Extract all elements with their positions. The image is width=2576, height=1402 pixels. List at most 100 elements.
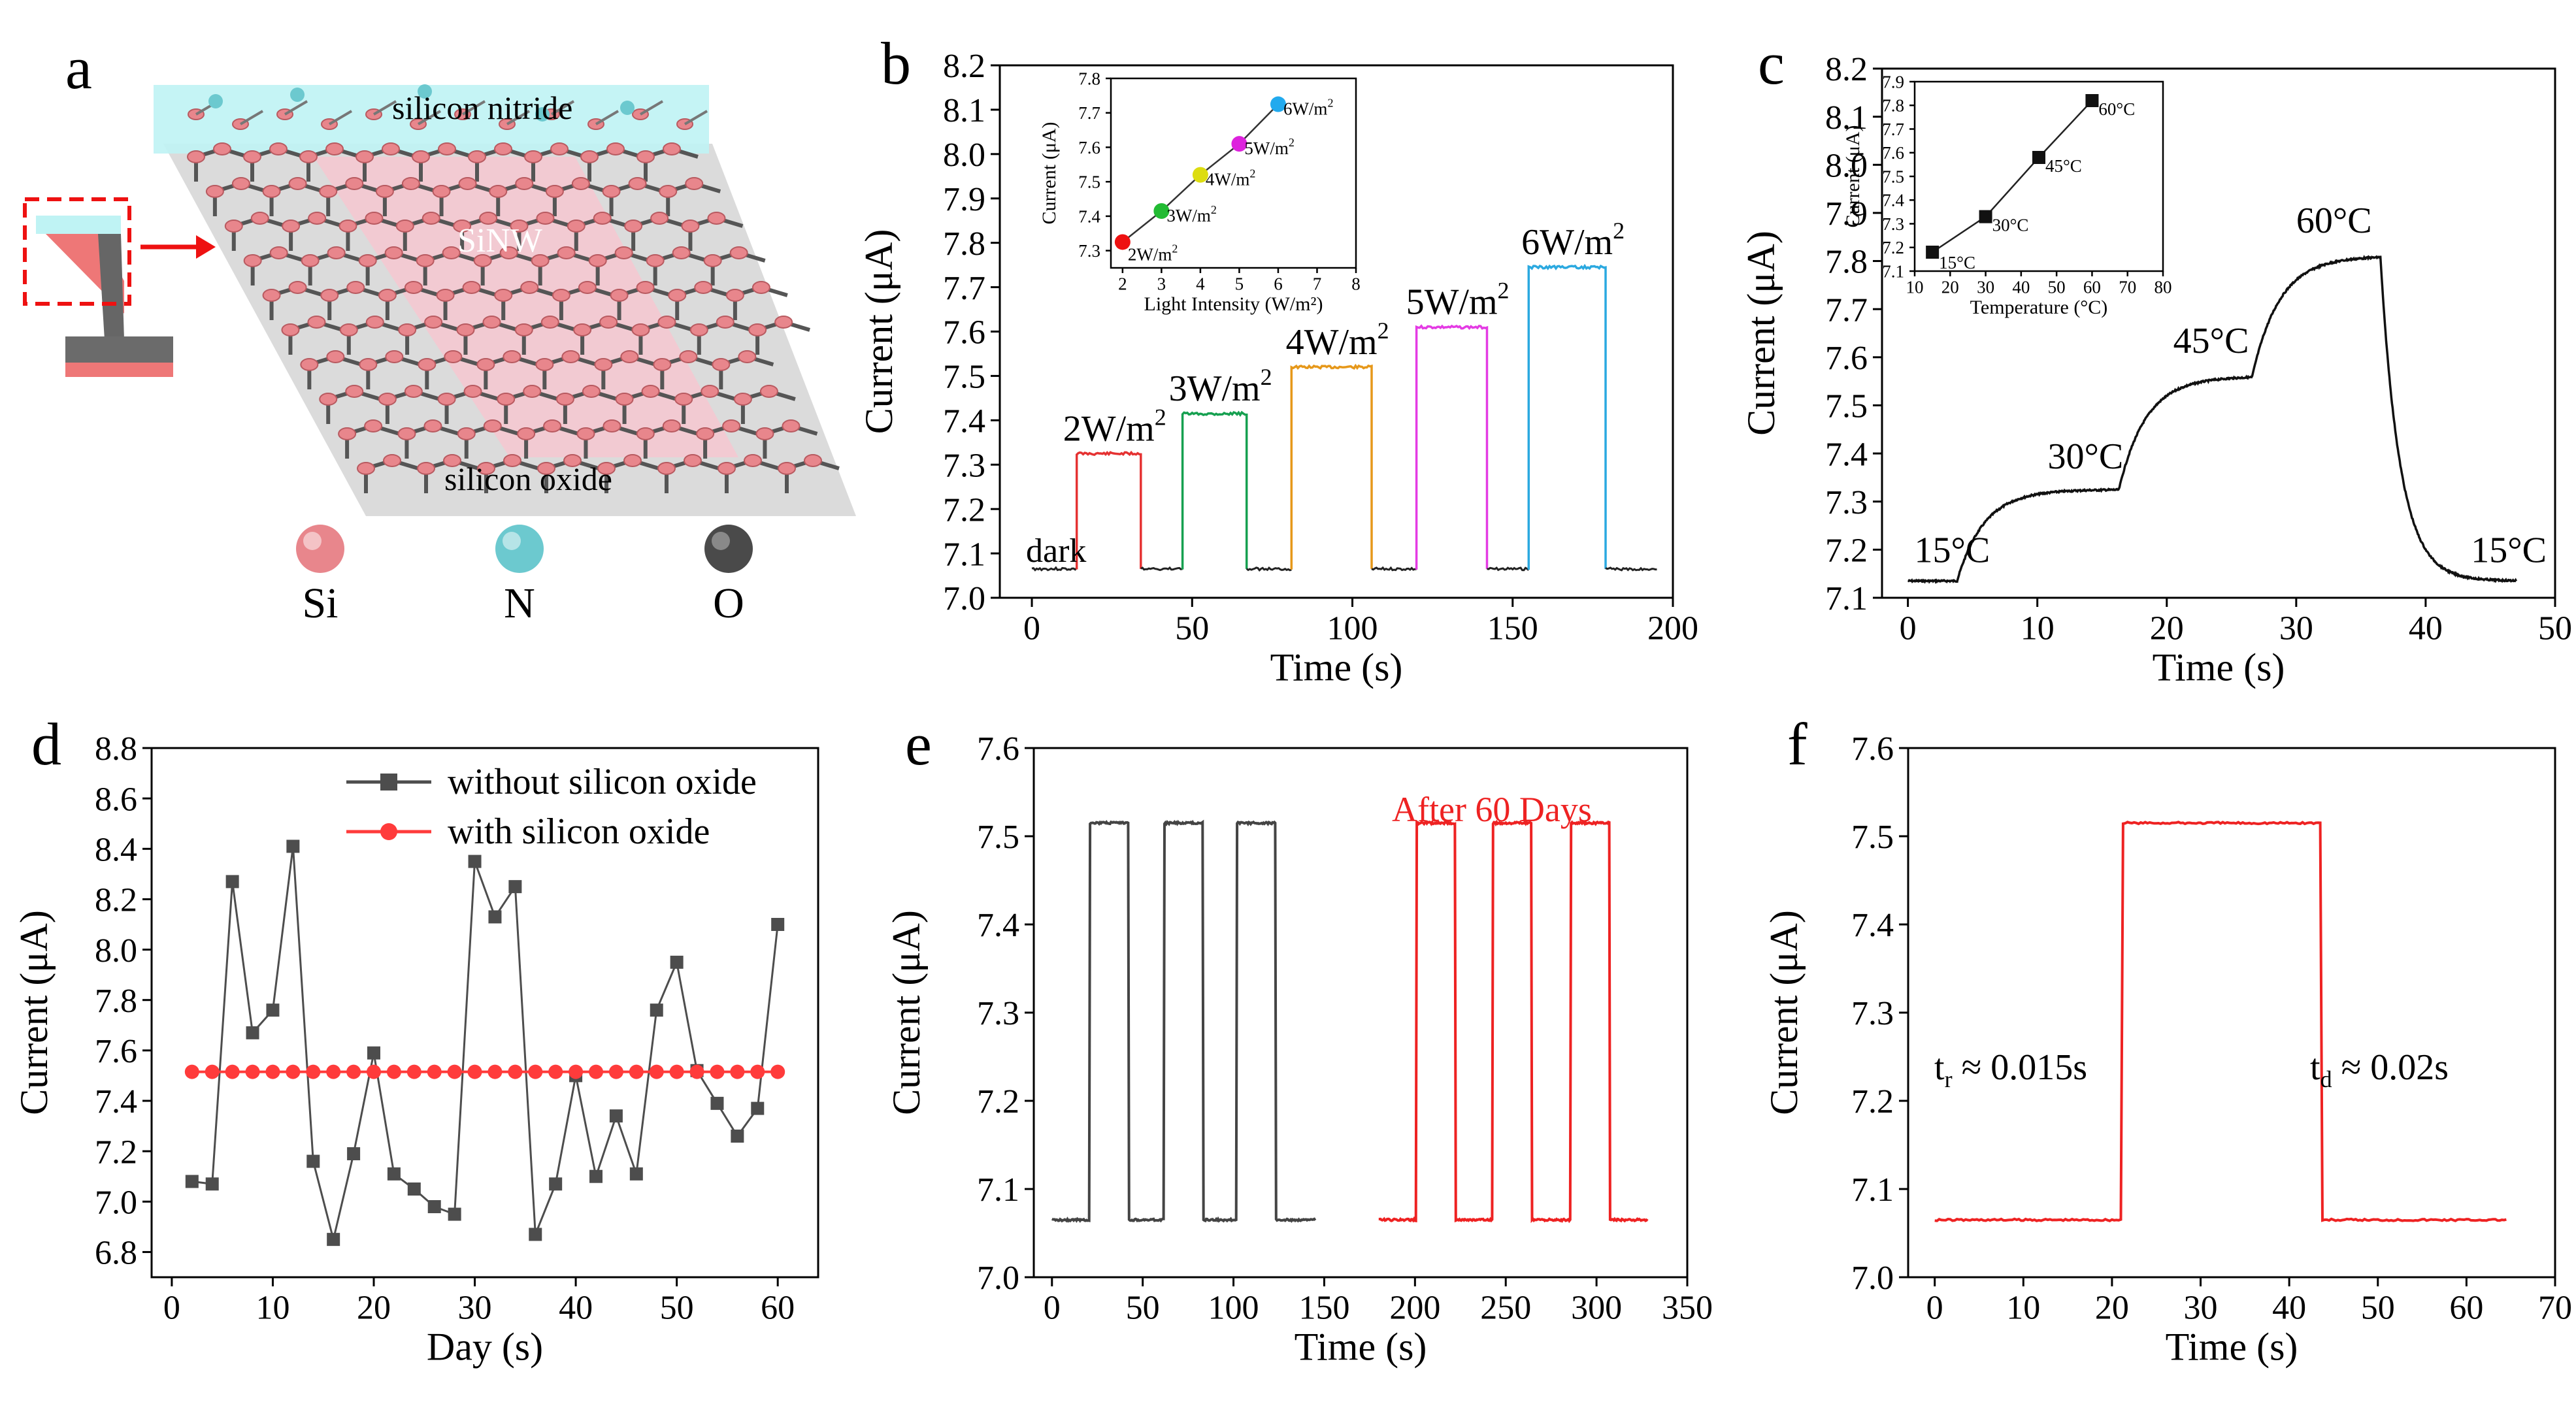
- si-atom: [503, 350, 521, 363]
- series-trace: [1378, 819, 1649, 1224]
- x-tick-label: 0: [1044, 1289, 1061, 1326]
- inset-point: [1231, 136, 1247, 152]
- dark-trace: [1371, 566, 1417, 572]
- si-atom: [681, 220, 700, 233]
- si-atom: [614, 246, 633, 259]
- x-tick-label: 300: [1571, 1289, 1622, 1326]
- x-tick-label: 250: [1480, 1289, 1531, 1326]
- si-atom: [603, 419, 621, 432]
- si-atom: [623, 454, 642, 467]
- si-atom: [453, 220, 472, 233]
- pulse-label-sup: 2: [1498, 278, 1510, 304]
- legend-marker-square-icon: [380, 774, 397, 791]
- x-tick-label: 20: [2095, 1289, 2129, 1326]
- y-tick-label: 7.2: [1851, 1083, 1894, 1120]
- inset-point-label: 30°C: [1992, 216, 2029, 235]
- si-atom: [224, 220, 243, 233]
- si-atom: [684, 454, 702, 467]
- y-tick-label: 8.2: [943, 48, 985, 85]
- si-atom: [672, 246, 691, 259]
- y-tick-label: 7.0: [977, 1260, 1019, 1297]
- panel-letter-a: a: [65, 35, 92, 101]
- si-atom: [636, 427, 655, 440]
- pulse-label: 5W/m2: [1406, 278, 1510, 323]
- x-tick-label: 50: [2538, 610, 2572, 647]
- x-tick-label: 50: [1175, 610, 1209, 647]
- si-atom: [636, 150, 655, 163]
- si-atom: [463, 385, 482, 398]
- x-tick-label: 60: [2083, 278, 2101, 297]
- inset-point-sup: 2: [1249, 167, 1255, 180]
- si-atom: [716, 316, 735, 329]
- si-atom: [345, 177, 364, 190]
- si-atom: [262, 289, 281, 302]
- lattice-bond: [284, 100, 308, 116]
- si-atom: [416, 254, 435, 267]
- si-atom: [578, 281, 597, 294]
- n-atom: [208, 94, 223, 108]
- x-tick-label: 200: [1389, 1289, 1440, 1326]
- zoom-arrow-icon: [196, 235, 216, 259]
- si-atom: [552, 289, 570, 302]
- si-atom: [701, 385, 719, 398]
- si-atom: [620, 350, 639, 363]
- data-point-circle: [548, 1064, 563, 1079]
- si-atom: [339, 220, 357, 233]
- si-atom: [269, 142, 288, 155]
- si-atom: [301, 254, 320, 267]
- si-atom: [689, 323, 708, 336]
- plot-frame: [1881, 67, 2556, 599]
- si-atom: [523, 385, 542, 398]
- inset-point-sup: 2: [1211, 203, 1217, 216]
- si-atom: [703, 254, 722, 267]
- n-atom: [418, 84, 432, 99]
- si-atom: [561, 350, 580, 363]
- y-tick-label: 7.1: [943, 536, 985, 573]
- label-silicon-nitride: silicon nitride: [392, 90, 572, 126]
- x-tick-label: 100: [1327, 610, 1378, 647]
- data-point-circle: [589, 1064, 603, 1079]
- data-point-circle: [386, 1064, 401, 1079]
- series-trace: [1051, 819, 1317, 1223]
- si-atom: [479, 212, 498, 225]
- si-atom: [483, 419, 502, 432]
- panel-b-light-response: b 0 50 100 150 200 7.0 7.1 7.2 7.3 7.4 7.5 7.6 7.7 7.…: [857, 30, 1698, 689]
- si-atom: [657, 462, 676, 475]
- y-tick-label: 8.0: [1825, 147, 1868, 184]
- si-atom: [628, 177, 647, 190]
- data-point-square: [609, 1109, 623, 1123]
- si-atom: [442, 246, 461, 259]
- si-atom: [718, 462, 736, 475]
- y-axis-title: Current (μA): [1842, 125, 1864, 228]
- data-point-circle: [406, 1064, 421, 1079]
- y-tick-label: 7.8: [1825, 244, 1868, 281]
- si-atom: [594, 358, 613, 371]
- si-atom: [325, 142, 344, 155]
- atomic-lattice: [187, 84, 840, 493]
- x-axis-title: Time (s): [2166, 1325, 2298, 1368]
- si-atom: [365, 316, 384, 329]
- si-atom: [615, 393, 634, 406]
- x-tick-label: 40: [2409, 610, 2443, 647]
- si-atom: [573, 323, 592, 336]
- pulse-label-sup: 2: [1613, 218, 1625, 244]
- si-atom: [631, 323, 650, 336]
- si-atom: [458, 177, 477, 190]
- legend-o-label: O: [713, 579, 744, 627]
- data-point-square: [771, 918, 785, 931]
- n-atom-icon: [495, 525, 544, 573]
- data-point-square: [327, 1233, 340, 1247]
- si-atom: [567, 220, 586, 233]
- data-point-square: [670, 955, 684, 969]
- y-tick-label: 8.0: [95, 932, 137, 970]
- data-point-square: [286, 840, 300, 853]
- panel-d-axes: 0 10 20 30 40 50 60 6.8 7.0 7.2 7.4 7.6 7.8 8.0 8.2 8.4…: [12, 730, 819, 1368]
- data-point-square: [246, 1026, 259, 1039]
- y-tick-label: 7.7: [1078, 103, 1100, 123]
- si-atom: [243, 254, 262, 267]
- x-tick-label: 20: [357, 1289, 391, 1326]
- y-tick-label: 7.6: [977, 730, 1019, 768]
- panel-letter-d: d: [31, 711, 61, 777]
